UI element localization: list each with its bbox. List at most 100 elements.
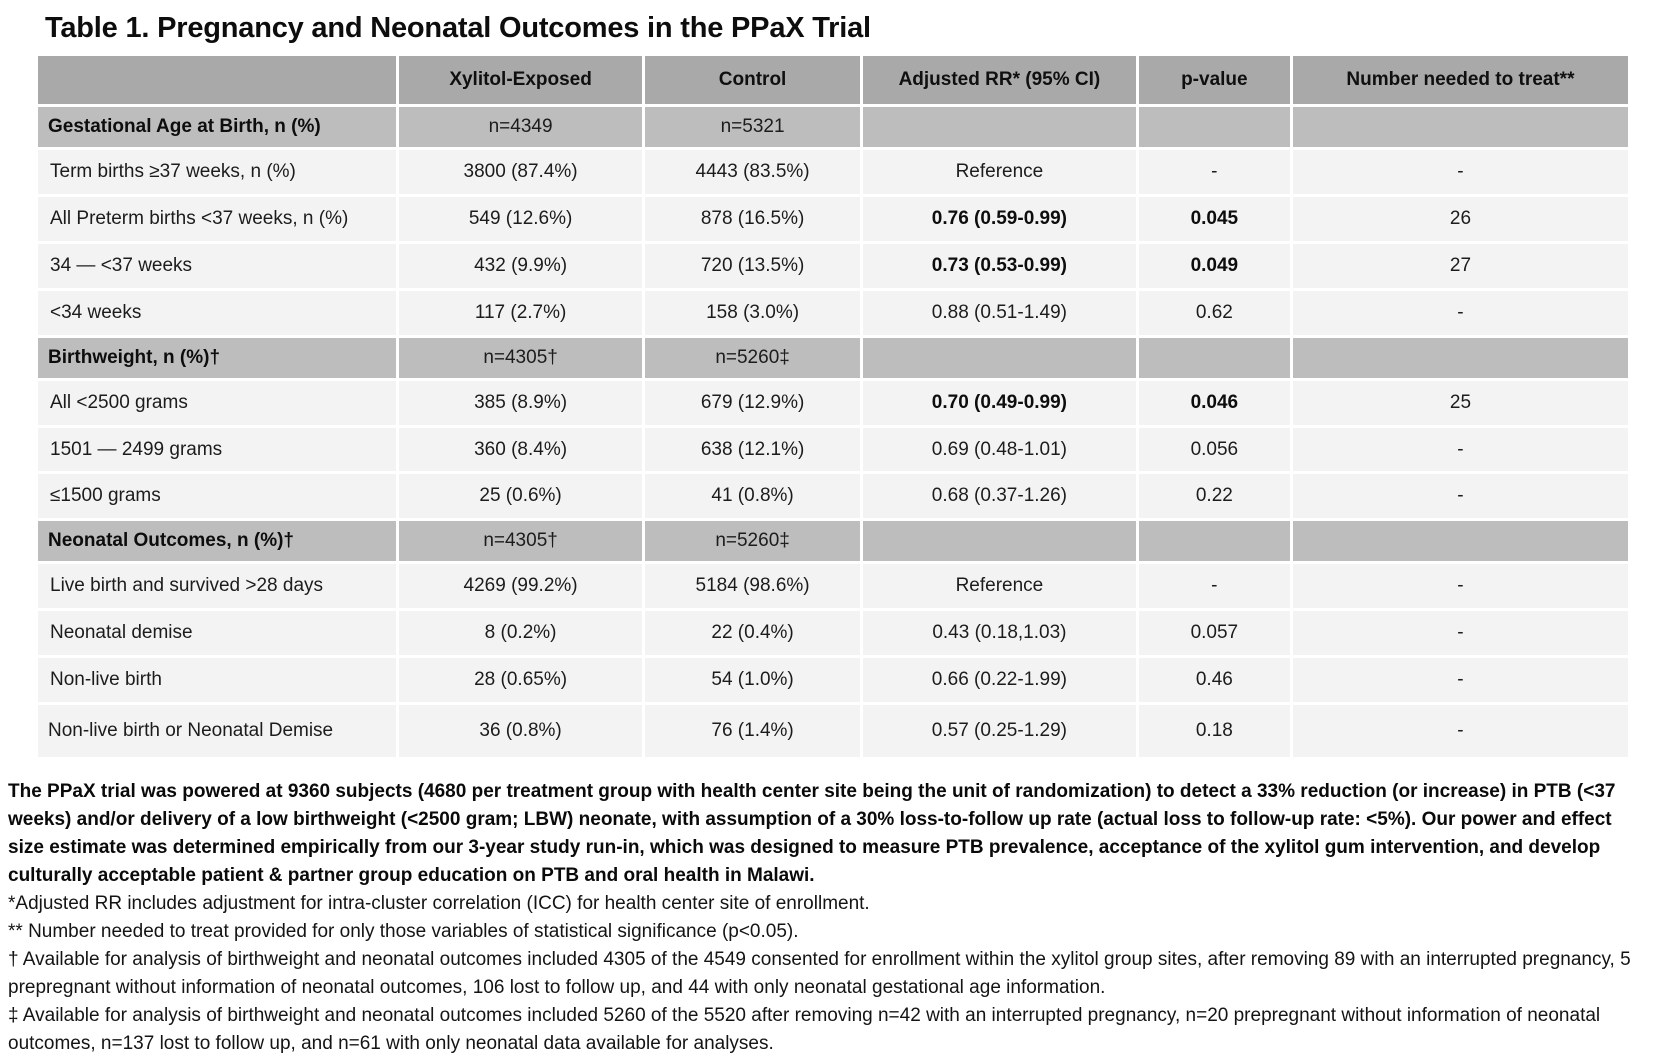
cell-nnt: 25 [1289, 377, 1632, 428]
cell-xylitol: 28 (0.65%) [396, 655, 646, 706]
data-row: Neonatal demise 8 (0.2%) 22 (0.4%) 0.43 (0.… [34, 608, 1632, 659]
cell-nnt: - [1289, 702, 1632, 761]
cell-adjusted-rr [860, 334, 1139, 381]
cell-xylitol: 549 (12.6%) [396, 193, 646, 244]
cell-p-value [1135, 334, 1293, 381]
cell-adjusted-rr: 0.43 (0.18,1.03) [860, 608, 1139, 659]
cell-label: Live birth and survived >28 days [34, 561, 400, 612]
cell-p-value [1135, 518, 1293, 565]
cell-control: 638 (12.1%) [642, 424, 864, 475]
outcomes-table: Xylitol-Exposed Control Adjusted RR* (95… [34, 53, 1632, 761]
data-row: Term births ≥37 weeks, n (%) 3800 (87.4%)… [34, 146, 1632, 197]
cell-control: 158 (3.0%) [642, 287, 864, 338]
cell-p-value: 0.18 [1135, 702, 1293, 761]
data-row: ≤1500 grams 25 (0.6%) 41 (0.8%) 0.68 (0.37-… [34, 471, 1632, 522]
table-body: Gestational Age at Birth, n (%) n=4349 n=5… [34, 103, 1632, 761]
footnote-double-star: ** Number needed to treat provided for o… [8, 921, 799, 943]
cell-xylitol: 360 (8.4%) [396, 424, 646, 475]
cell-xylitol: 117 (2.7%) [396, 287, 646, 338]
cell-adjusted-rr: 0.70 (0.49-0.99) [860, 377, 1139, 428]
cell-nnt: - [1289, 608, 1632, 659]
cell-xylitol: n=4305† [396, 518, 646, 565]
cell-control: 76 (1.4%) [642, 702, 864, 761]
cell-control: n=5260‡ [642, 334, 864, 381]
cell-adjusted-rr: 0.66 (0.22-1.99) [860, 655, 1139, 706]
cell-nnt [1289, 334, 1632, 381]
cell-xylitol: n=4305† [396, 334, 646, 381]
header-cell-control: Control [642, 53, 864, 107]
footnotes: The PPaX trial was powered at 9360 subje… [8, 778, 1649, 1058]
cell-p-value [1135, 103, 1293, 150]
cell-adjusted-rr: 0.68 (0.37-1.26) [860, 471, 1139, 522]
cell-nnt: - [1289, 655, 1632, 706]
header-row: Xylitol-Exposed Control Adjusted RR* (95… [34, 53, 1632, 107]
cell-adjusted-rr: Reference [860, 561, 1139, 612]
data-row: <34 weeks 117 (2.7%) 158 (3.0%) 0.88 (0.51-… [34, 287, 1632, 338]
header-cell-xylitol: Xylitol-Exposed [396, 53, 646, 107]
cell-nnt [1289, 103, 1632, 150]
cell-control: n=5321 [642, 103, 864, 150]
cell-adjusted-rr: 0.88 (0.51-1.49) [860, 287, 1139, 338]
cell-label: 34 — <37 weeks [34, 240, 400, 291]
section-row: Neonatal Outcomes, n (%)† n=4305† n=5260‡ [34, 518, 1632, 565]
cell-label: Birthweight, n (%)† [34, 334, 400, 381]
footnote-power: The PPaX trial was powered at 9360 subje… [8, 781, 1616, 887]
cell-nnt: 27 [1289, 240, 1632, 291]
data-row: Live birth and survived >28 days 4269 (99… [34, 561, 1632, 612]
cell-xylitol: 25 (0.6%) [396, 471, 646, 522]
cell-nnt: - [1289, 561, 1632, 612]
cell-label: All <2500 grams [34, 377, 400, 428]
cell-p-value: 0.46 [1135, 655, 1293, 706]
footnote-star: *Adjusted RR includes adjustment for int… [8, 893, 870, 915]
header-cell-p-value: p-value [1135, 53, 1293, 107]
header-cell-adjusted-rr: Adjusted RR* (95% CI) [860, 53, 1139, 107]
cell-p-value: 0.045 [1135, 193, 1293, 244]
cell-xylitol: 4269 (99.2%) [396, 561, 646, 612]
data-row: Non-live birth 28 (0.65%) 54 (1.0%) 0.66 (0… [34, 655, 1632, 706]
data-row: All <2500 grams 385 (8.9%) 679 (12.9%) 0.70… [34, 377, 1632, 428]
header-cell-label [34, 53, 400, 107]
cell-xylitol: 385 (8.9%) [396, 377, 646, 428]
section-row: Birthweight, n (%)† n=4305† n=5260‡ [34, 334, 1632, 381]
cell-control: 4443 (83.5%) [642, 146, 864, 197]
cell-label: Non-live birth or Neonatal Demise [34, 702, 400, 761]
header-cell-nnt: Number needed to treat** [1289, 53, 1632, 107]
cell-label: Gestational Age at Birth, n (%) [34, 103, 400, 150]
cell-p-value: - [1135, 561, 1293, 612]
cell-label: ≤1500 grams [34, 471, 400, 522]
cell-label: Neonatal Outcomes, n (%)† [34, 518, 400, 565]
cell-xylitol: n=4349 [396, 103, 646, 150]
cell-adjusted-rr [860, 103, 1139, 150]
cell-label: Neonatal demise [34, 608, 400, 659]
table-title: Table 1. Pregnancy and Neonatal Outcomes… [45, 12, 871, 44]
cell-control: 878 (16.5%) [642, 193, 864, 244]
cell-p-value: 0.22 [1135, 471, 1293, 522]
cell-nnt: - [1289, 424, 1632, 475]
data-row: 1501 — 2499 grams 360 (8.4%) 638 (12.1%) 0.… [34, 424, 1632, 475]
cell-adjusted-rr: 0.76 (0.59-0.99) [860, 193, 1139, 244]
cell-label: Term births ≥37 weeks, n (%) [34, 146, 400, 197]
cell-p-value: 0.62 [1135, 287, 1293, 338]
footnote-double-dagger: ‡ Available for analysis of birthweight … [8, 1005, 1601, 1055]
cell-label: Non-live birth [34, 655, 400, 706]
data-row: Non-live birth or Neonatal Demise 36 (0.8… [34, 702, 1632, 761]
footnote-dagger: † Available for analysis of birthweight … [8, 949, 1631, 999]
cell-p-value: - [1135, 146, 1293, 197]
cell-adjusted-rr: 0.73 (0.53-0.99) [860, 240, 1139, 291]
cell-nnt [1289, 518, 1632, 565]
cell-nnt: - [1289, 146, 1632, 197]
cell-control: 720 (13.5%) [642, 240, 864, 291]
cell-adjusted-rr [860, 518, 1139, 565]
cell-nnt: - [1289, 471, 1632, 522]
cell-nnt: 26 [1289, 193, 1632, 244]
cell-control: 679 (12.9%) [642, 377, 864, 428]
cell-p-value: 0.056 [1135, 424, 1293, 475]
cell-xylitol: 36 (0.8%) [396, 702, 646, 761]
cell-xylitol: 3800 (87.4%) [396, 146, 646, 197]
table-header: Xylitol-Exposed Control Adjusted RR* (95… [34, 53, 1632, 107]
cell-control: 22 (0.4%) [642, 608, 864, 659]
cell-p-value: 0.057 [1135, 608, 1293, 659]
section-row: Gestational Age at Birth, n (%) n=4349 n=5… [34, 103, 1632, 150]
cell-adjusted-rr: 0.69 (0.48-1.01) [860, 424, 1139, 475]
